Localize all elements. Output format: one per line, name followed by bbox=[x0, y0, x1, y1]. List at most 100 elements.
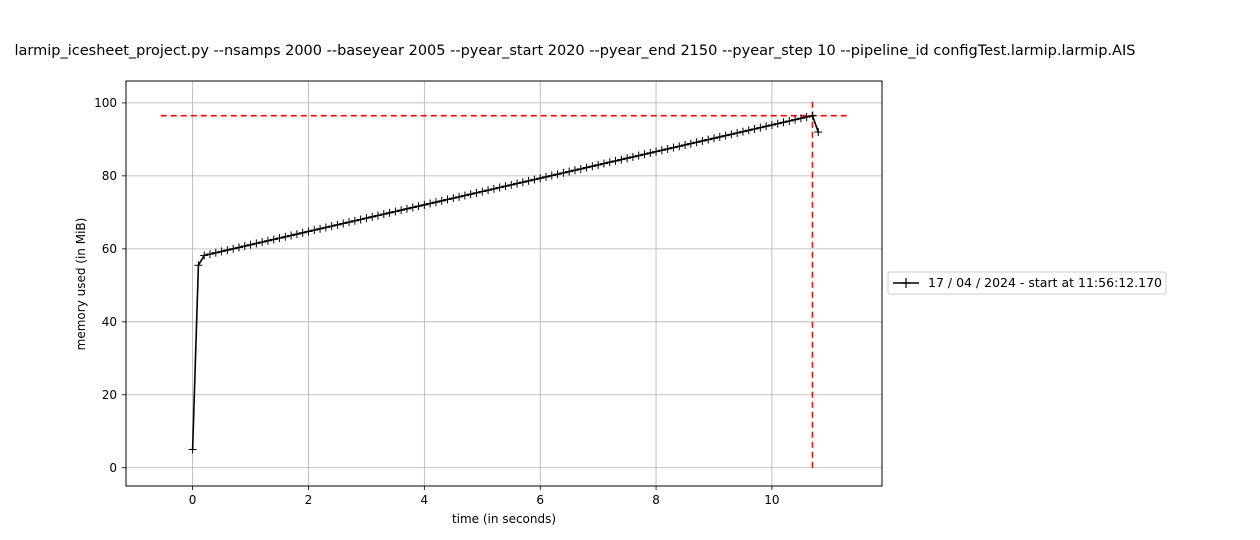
data-point-marker bbox=[547, 171, 556, 180]
data-point-marker bbox=[223, 246, 232, 255]
data-point-marker bbox=[750, 124, 759, 133]
data-point-marker bbox=[785, 116, 794, 125]
data-point-marker bbox=[628, 152, 637, 161]
data-point-marker bbox=[594, 160, 603, 169]
data-point-marker bbox=[263, 236, 272, 245]
data-point-marker bbox=[588, 162, 597, 171]
data-point-marker bbox=[733, 128, 742, 137]
data-point-marker bbox=[246, 240, 255, 249]
data-point-marker bbox=[356, 215, 365, 224]
data-point-marker bbox=[310, 226, 319, 235]
data-point-marker bbox=[663, 144, 672, 153]
y-tick-label: 40 bbox=[102, 315, 117, 329]
data-point-marker bbox=[640, 150, 649, 159]
data-point-marker bbox=[292, 230, 301, 239]
data-point-marker bbox=[530, 175, 539, 184]
data-point-marker bbox=[652, 147, 661, 156]
data-point-marker bbox=[501, 182, 510, 191]
data-point-marker bbox=[339, 219, 348, 228]
y-tick-label: 20 bbox=[102, 388, 117, 402]
data-point-marker bbox=[206, 250, 214, 259]
y-axis-label: memory used (in MiB) bbox=[74, 218, 88, 351]
data-point-marker bbox=[426, 199, 435, 208]
data-point-marker bbox=[466, 190, 475, 199]
x-tick-label: 8 bbox=[652, 493, 660, 507]
data-point-marker bbox=[796, 114, 805, 123]
data-point-marker bbox=[715, 132, 724, 141]
data-point-marker bbox=[681, 140, 690, 149]
data-point-marker bbox=[634, 151, 643, 160]
grid-lines bbox=[126, 81, 882, 486]
data-point-marker bbox=[304, 227, 313, 236]
data-point-marker bbox=[657, 146, 666, 155]
data-point-marker bbox=[379, 210, 388, 219]
legend-marker bbox=[901, 278, 911, 288]
legend-box bbox=[887, 271, 1167, 295]
data-point-marker bbox=[420, 200, 429, 209]
data-point-marker bbox=[808, 111, 817, 120]
data-point-marker bbox=[704, 135, 713, 144]
data-point-marker bbox=[408, 203, 417, 212]
x-tick-label: 2 bbox=[305, 493, 313, 507]
data-point-marker bbox=[374, 211, 382, 220]
data-point-marker bbox=[472, 188, 481, 197]
data-point-marker bbox=[686, 139, 695, 148]
data-point-marker bbox=[391, 207, 400, 216]
data-point-marker bbox=[188, 445, 197, 454]
data-point-marker bbox=[478, 187, 487, 196]
y-tick-label: 60 bbox=[102, 242, 117, 256]
data-point-marker bbox=[524, 176, 533, 185]
data-point-marker bbox=[507, 180, 516, 189]
data-point-marker bbox=[617, 155, 626, 164]
data-point-marker bbox=[200, 251, 209, 260]
data-point-marker bbox=[692, 138, 701, 147]
data-point-marker bbox=[599, 159, 608, 168]
data-point-marker bbox=[229, 244, 238, 253]
legend: 17 / 04 / 2024 - start at 11:56:12.170 bbox=[887, 271, 1167, 295]
data-point-marker bbox=[669, 143, 678, 152]
data-point-marker bbox=[287, 231, 296, 240]
data-point-marker bbox=[542, 172, 550, 181]
data-point-marker bbox=[605, 158, 614, 167]
data-point-marker bbox=[316, 224, 325, 233]
data-point-marker bbox=[802, 112, 811, 121]
data-point-marker bbox=[710, 134, 718, 143]
x-axis-label: time (in seconds) bbox=[452, 512, 556, 526]
data-point-marker bbox=[773, 119, 782, 128]
data-point-marker bbox=[368, 212, 377, 221]
data-point-marker bbox=[727, 130, 736, 139]
data-point-marker bbox=[513, 179, 522, 188]
data-point-marker bbox=[455, 192, 464, 201]
data-point-marker bbox=[211, 248, 220, 257]
x-tick-label: 4 bbox=[421, 493, 429, 507]
data-point-marker bbox=[258, 238, 267, 247]
data-point-marker bbox=[385, 208, 394, 217]
data-point-marker bbox=[234, 243, 243, 252]
y-tick-label: 80 bbox=[102, 169, 117, 183]
y-axis-ticks: 0 20 40 60 80 100 bbox=[94, 96, 126, 475]
series-line bbox=[191, 114, 820, 450]
data-point-marker bbox=[269, 235, 278, 244]
data-point-marker bbox=[553, 170, 562, 179]
data-point-marker bbox=[460, 191, 469, 200]
data-point-marker bbox=[321, 223, 330, 232]
data-point-marker bbox=[559, 168, 568, 177]
data-point-marker bbox=[495, 183, 504, 192]
data-point-marker bbox=[327, 222, 336, 231]
data-point-marker bbox=[397, 206, 406, 215]
data-point-marker bbox=[738, 127, 747, 136]
data-point-marker bbox=[576, 164, 585, 173]
chart-title: larmip_icesheet_project.py --nsamps 2000… bbox=[15, 43, 1136, 59]
data-point-marker bbox=[565, 167, 574, 176]
data-point-marker bbox=[194, 261, 203, 270]
plot-frame bbox=[125, 80, 883, 487]
y-tick-label: 0 bbox=[109, 461, 117, 475]
legend-label: 17 / 04 / 2024 - start at 11:56:12.170 bbox=[928, 275, 1162, 290]
data-point-marker bbox=[675, 142, 684, 151]
data-point-marker bbox=[431, 198, 440, 207]
data-point-marker bbox=[298, 228, 307, 237]
x-axis-ticks: 0 2 4 6 8 10 bbox=[189, 486, 780, 507]
data-point-marker bbox=[350, 216, 359, 225]
data-point-marker bbox=[402, 204, 411, 213]
